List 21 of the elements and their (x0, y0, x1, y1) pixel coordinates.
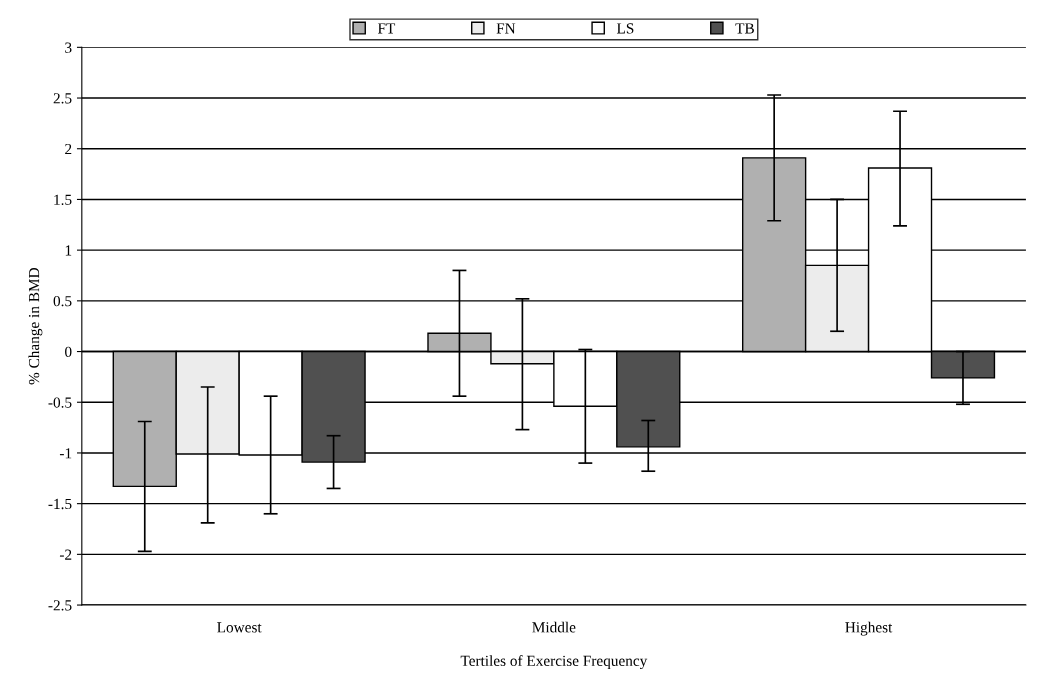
y-axis-title: % Change in BMD (28, 268, 43, 385)
x-tick-label: Highest (845, 621, 893, 636)
y-tick-label: -1.5 (48, 498, 72, 510)
y-tick-label: 0 (65, 346, 72, 357)
y-tick-label: 1.5 (54, 194, 72, 205)
y-tick-label: -2.5 (48, 600, 72, 611)
legend-label: FT (377, 23, 396, 34)
legend-label: TB (735, 23, 754, 34)
y-tick-label: -1 (59, 448, 72, 459)
y-tick-label: 3 (65, 42, 72, 53)
x-axis-title: Tertiles of Exercise Frequency (460, 655, 648, 670)
legend-label: LS (616, 23, 634, 34)
y-tick-label: -2 (59, 549, 72, 560)
legend-label: FN (496, 23, 516, 34)
y-tick-label: 2.5 (53, 93, 72, 104)
x-tick-label: Middle (532, 621, 576, 633)
x-tick-label: Lowest (217, 622, 262, 633)
y-tick-label: 0.5 (53, 295, 72, 307)
y-tick-label: -0.5 (48, 397, 72, 408)
y-tick-label: 2 (65, 143, 72, 155)
y-tick-label: 1 (65, 245, 72, 256)
